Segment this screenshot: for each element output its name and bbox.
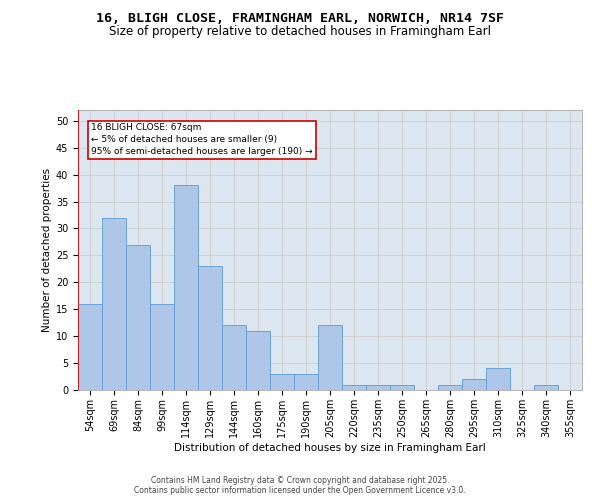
- Bar: [174, 186, 198, 390]
- Bar: [102, 218, 126, 390]
- Bar: [198, 266, 222, 390]
- Bar: [390, 384, 414, 390]
- Text: Size of property relative to detached houses in Framingham Earl: Size of property relative to detached ho…: [109, 25, 491, 38]
- Bar: [318, 326, 342, 390]
- Bar: [342, 384, 366, 390]
- Text: Contains HM Land Registry data © Crown copyright and database right 2025.: Contains HM Land Registry data © Crown c…: [151, 476, 449, 485]
- Bar: [150, 304, 174, 390]
- Bar: [294, 374, 318, 390]
- Bar: [462, 379, 486, 390]
- Text: 16 BLIGH CLOSE: 67sqm
← 5% of detached houses are smaller (9)
95% of semi-detach: 16 BLIGH CLOSE: 67sqm ← 5% of detached h…: [91, 124, 313, 156]
- Bar: [486, 368, 510, 390]
- X-axis label: Distribution of detached houses by size in Framingham Earl: Distribution of detached houses by size …: [174, 442, 486, 452]
- Bar: [270, 374, 294, 390]
- Bar: [534, 384, 558, 390]
- Bar: [438, 384, 462, 390]
- Bar: [78, 304, 102, 390]
- Bar: [126, 244, 150, 390]
- Bar: [222, 326, 246, 390]
- Text: 16, BLIGH CLOSE, FRAMINGHAM EARL, NORWICH, NR14 7SF: 16, BLIGH CLOSE, FRAMINGHAM EARL, NORWIC…: [96, 12, 504, 26]
- Bar: [366, 384, 390, 390]
- Y-axis label: Number of detached properties: Number of detached properties: [41, 168, 52, 332]
- Text: Contains public sector information licensed under the Open Government Licence v3: Contains public sector information licen…: [134, 486, 466, 495]
- Bar: [246, 331, 270, 390]
